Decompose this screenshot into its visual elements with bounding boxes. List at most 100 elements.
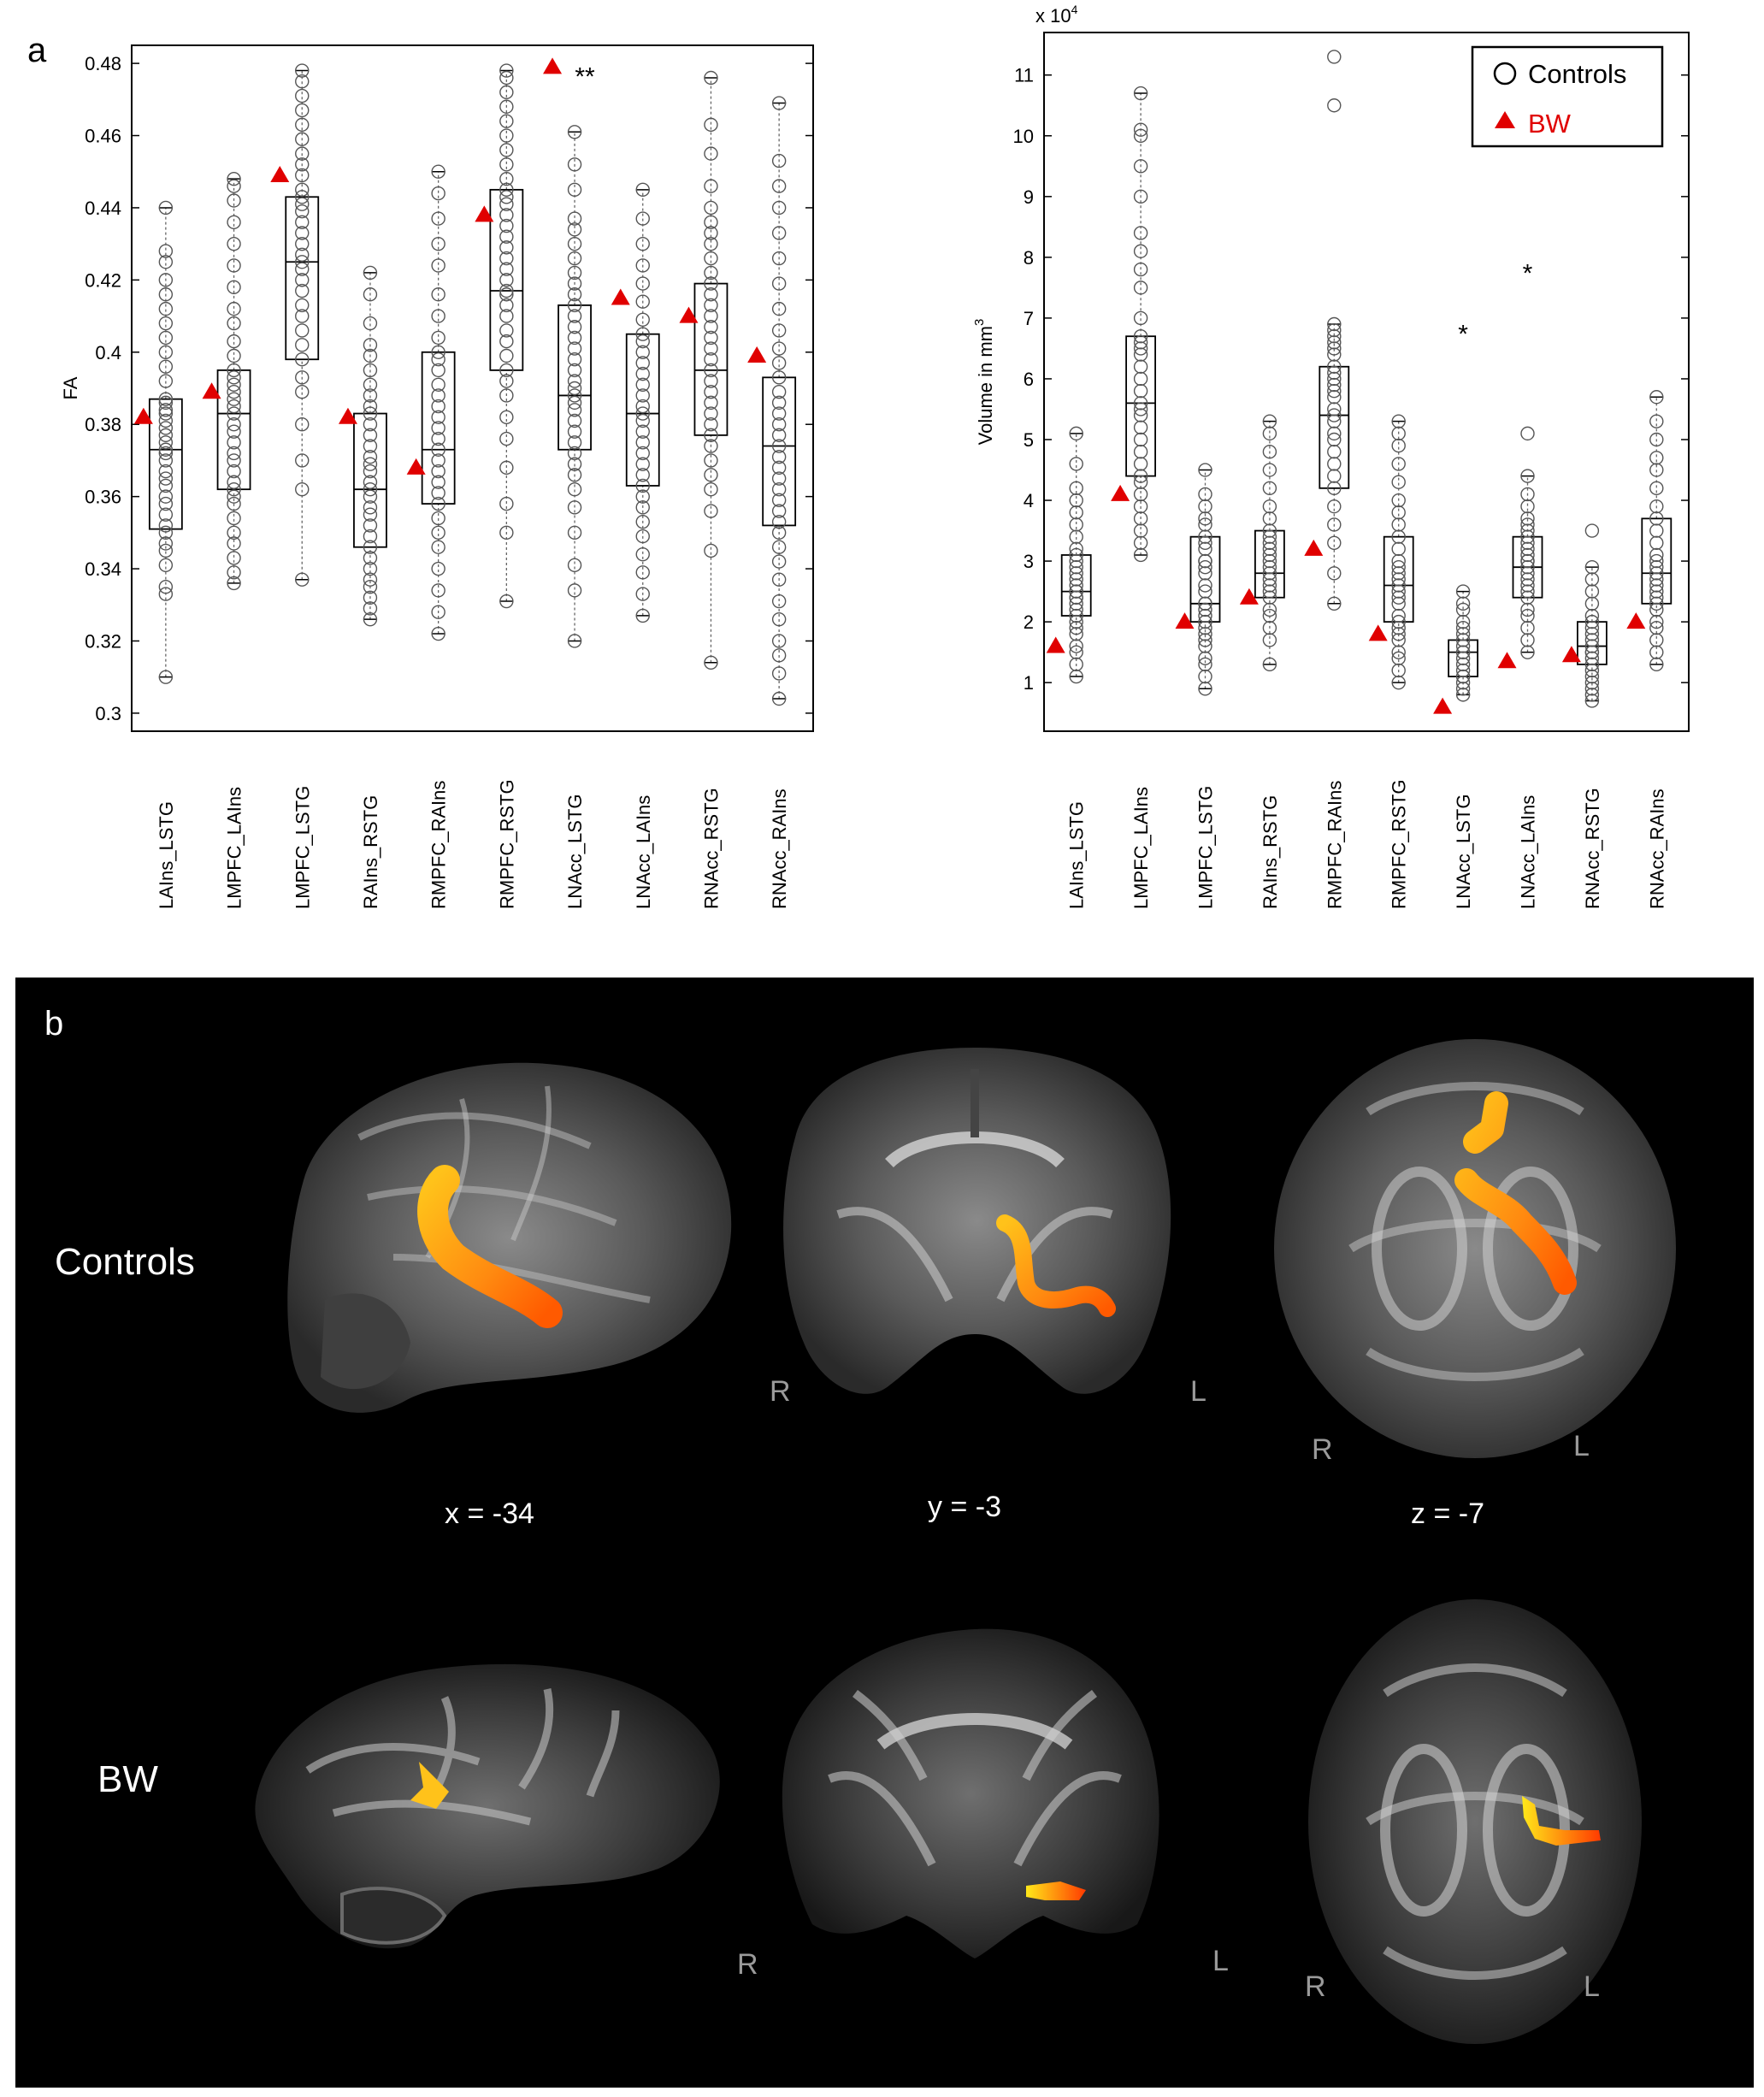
control-point <box>227 417 241 432</box>
control-point <box>1327 469 1342 483</box>
control-point <box>227 424 241 439</box>
control-point <box>1133 244 1148 258</box>
control-point <box>1262 426 1277 441</box>
y-tick-label: 0.42 <box>85 269 121 291</box>
control-point <box>1069 481 1083 496</box>
control-point <box>771 666 787 681</box>
control-point <box>704 481 718 497</box>
control-point <box>158 518 174 533</box>
control-point <box>499 182 514 198</box>
box-iqr <box>1254 529 1285 599</box>
legend-controls-marker <box>1493 62 1517 86</box>
control-point <box>1069 645 1083 659</box>
control-point <box>1262 608 1277 623</box>
control-point <box>227 258 241 273</box>
control-point <box>771 323 787 338</box>
control-point <box>1520 426 1535 441</box>
control-point <box>1133 159 1148 174</box>
control-point <box>295 226 310 240</box>
control-point <box>1327 535 1342 550</box>
control-point <box>771 276 787 291</box>
control-point <box>567 403 582 417</box>
control-point <box>1327 329 1342 344</box>
control-point <box>704 309 718 323</box>
control-point <box>431 421 445 435</box>
control-point <box>1520 517 1535 532</box>
control-point <box>1133 335 1148 350</box>
control-point <box>1198 553 1212 569</box>
control-point <box>295 215 310 230</box>
control-point <box>635 546 650 562</box>
control-point <box>431 186 445 201</box>
control-point <box>1455 614 1471 629</box>
control-point <box>1069 547 1083 563</box>
control-point <box>1327 371 1342 387</box>
control-point <box>635 345 650 359</box>
control-point <box>1198 614 1212 629</box>
control-point <box>1391 651 1406 665</box>
control-point <box>431 525 445 540</box>
plot-frame <box>1043 32 1690 732</box>
control-point <box>1133 122 1148 137</box>
control-point <box>1584 694 1600 708</box>
control-point <box>295 168 310 183</box>
bw-marker <box>1561 646 1581 663</box>
y-tick-label: 0.38 <box>85 414 121 435</box>
control-point <box>771 370 787 385</box>
control-point <box>431 605 445 619</box>
control-point <box>431 410 445 424</box>
control-point <box>771 406 787 421</box>
control-point <box>499 197 514 211</box>
control-point <box>1520 511 1535 526</box>
control-point <box>635 587 650 601</box>
control-point <box>1133 547 1148 563</box>
control-point <box>363 481 378 497</box>
control-point <box>1327 377 1342 393</box>
orient-r-axial: R <box>1312 1433 1333 1466</box>
control-point <box>1133 310 1148 326</box>
control-point <box>1133 475 1148 489</box>
control-point <box>295 132 310 146</box>
control-point <box>227 551 241 565</box>
control-point <box>1069 566 1083 581</box>
control-point <box>1327 341 1342 356</box>
control-point <box>499 348 514 363</box>
control-point <box>1069 572 1083 587</box>
control-point <box>1133 383 1148 399</box>
control-point <box>431 399 445 414</box>
control-point <box>1069 559 1083 575</box>
control-point <box>363 590 378 605</box>
control-point <box>1262 553 1277 569</box>
control-point <box>227 406 241 421</box>
control-point <box>431 345 445 359</box>
control-point <box>771 540 787 554</box>
control-point <box>431 377 445 392</box>
control-point <box>1520 590 1535 605</box>
control-point <box>1391 621 1406 635</box>
control-point <box>1198 657 1212 672</box>
control-point <box>499 594 514 609</box>
control-point <box>227 446 241 461</box>
control-point <box>1198 596 1212 611</box>
control-point <box>771 504 787 518</box>
control-point <box>1584 688 1600 702</box>
y-tick-label: 2 <box>1024 611 1034 633</box>
control-point <box>431 164 445 179</box>
control-point <box>567 222 582 237</box>
control-point <box>1455 627 1471 641</box>
control-point <box>1133 128 1148 143</box>
control-point <box>704 453 718 468</box>
control-point <box>1391 675 1406 690</box>
control-point <box>771 493 787 508</box>
box-iqr <box>693 282 729 436</box>
control-point <box>295 88 310 103</box>
control-point <box>227 453 241 468</box>
control-point <box>704 200 718 216</box>
control-point <box>1133 523 1148 538</box>
control-point <box>1649 499 1664 514</box>
control-point <box>1133 469 1148 483</box>
control-point <box>1133 347 1148 362</box>
control-point <box>431 464 445 479</box>
control-point <box>363 475 378 489</box>
